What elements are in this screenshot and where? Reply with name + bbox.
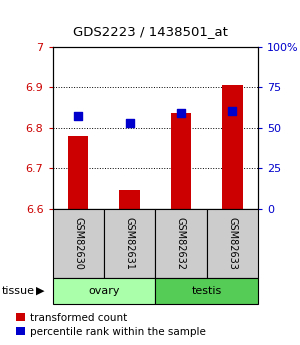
Bar bbox=[119, 190, 140, 209]
Point bbox=[76, 114, 81, 119]
Bar bbox=[207, 209, 258, 278]
Text: GSM82630: GSM82630 bbox=[73, 217, 83, 270]
Bar bbox=[104, 209, 155, 278]
Bar bbox=[155, 209, 207, 278]
Point bbox=[127, 120, 132, 126]
Text: GSM82631: GSM82631 bbox=[124, 217, 135, 270]
Text: ovary: ovary bbox=[88, 286, 120, 296]
Text: ▶: ▶ bbox=[36, 286, 45, 296]
Bar bbox=[171, 114, 191, 209]
Bar bbox=[155, 278, 258, 304]
Point bbox=[230, 109, 235, 114]
Legend: transformed count, percentile rank within the sample: transformed count, percentile rank withi… bbox=[14, 310, 208, 339]
Text: GDS2223 / 1438501_at: GDS2223 / 1438501_at bbox=[73, 25, 227, 38]
Text: GSM82632: GSM82632 bbox=[176, 217, 186, 270]
Text: testis: testis bbox=[191, 286, 222, 296]
Text: tissue: tissue bbox=[2, 286, 34, 296]
Text: GSM82633: GSM82633 bbox=[227, 217, 237, 270]
Bar bbox=[52, 209, 104, 278]
Bar bbox=[222, 85, 243, 209]
Bar bbox=[68, 136, 88, 209]
Point bbox=[178, 110, 183, 116]
Bar bbox=[52, 278, 155, 304]
